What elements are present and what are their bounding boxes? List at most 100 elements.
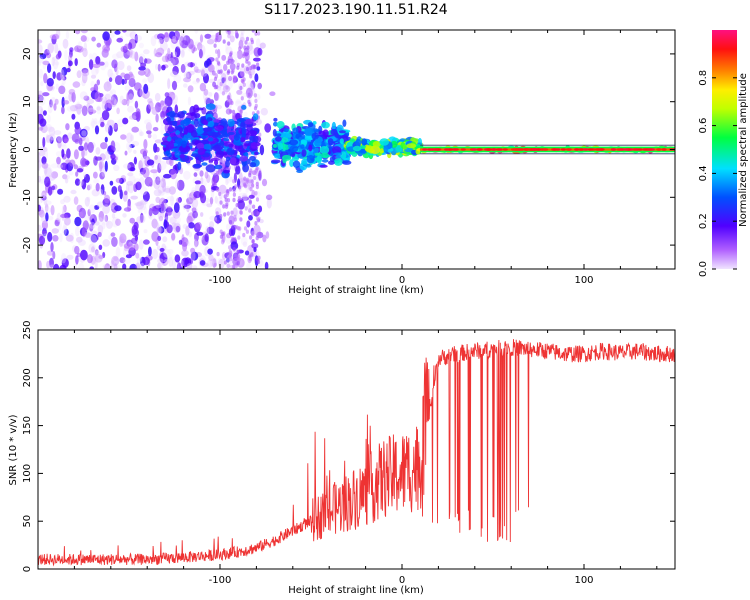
spectrogram-cell	[128, 183, 134, 194]
spectrogram-cell	[126, 142, 131, 150]
spectrogram-cell	[140, 62, 147, 68]
spectrogram-cell	[227, 30, 231, 35]
spectrogram-cell	[225, 159, 230, 168]
spectrogram-cell	[51, 185, 56, 191]
spectrogram-cell	[252, 204, 256, 209]
spectrogram-cell	[235, 203, 239, 208]
spectrogram-cell	[146, 130, 152, 135]
spectrogram-cell	[223, 212, 227, 217]
spectrogram-cell	[239, 36, 245, 43]
spectrogram-cell	[226, 257, 230, 263]
spectrogram-cell	[158, 215, 164, 222]
spectrogram-cell	[107, 68, 113, 78]
spectrogram-cell	[241, 196, 250, 201]
spectrogram-cell	[88, 53, 93, 60]
spectrogram-cell	[165, 53, 170, 63]
spectrogram-cell	[253, 57, 261, 62]
spectrogram-cell	[126, 92, 130, 102]
spectrogram-cell	[81, 67, 89, 74]
spectrogram-cell	[256, 110, 260, 115]
spectrogram-cell	[157, 262, 162, 269]
spectrogram-cell	[64, 216, 71, 226]
spectrogram-cell	[161, 201, 165, 212]
spectrogram-cell	[222, 163, 226, 168]
spectrogram-cell	[232, 79, 236, 84]
spectrogram-cell	[81, 179, 87, 190]
spectrogram-cell	[63, 204, 67, 213]
spectrogram-cell	[188, 195, 193, 203]
spectrogram-cell	[52, 59, 59, 70]
spectrogram-cell	[122, 117, 129, 125]
spectrogram-cell	[61, 66, 68, 76]
spectrogram-cell	[379, 138, 390, 146]
spectrogram-cell	[160, 124, 164, 135]
spectrogram-cell	[214, 159, 219, 166]
spectrogram-cell	[227, 69, 231, 74]
spectrogram-cell	[157, 235, 162, 241]
spectrogram-cell	[176, 197, 181, 204]
spectrogram-cell	[170, 94, 179, 105]
spectrogram-cell	[232, 75, 236, 80]
spectrogram-cell	[60, 253, 67, 264]
spectrogram-cell	[206, 117, 211, 122]
spectrogram-cell	[257, 47, 263, 56]
spectrogram-cell	[247, 61, 251, 66]
spectrogram-cell	[257, 82, 263, 90]
spectrogram-cell	[256, 211, 260, 216]
spectrogram-cell	[204, 33, 212, 39]
spectrogram-cell	[257, 255, 261, 260]
spectrogram-cell	[250, 80, 256, 90]
carrier-peak	[656, 148, 662, 151]
spectrogram-cell	[114, 75, 123, 86]
spectrogram-cell	[171, 80, 178, 91]
spectrogram-cell	[216, 170, 220, 176]
spectrogram-cell	[61, 106, 65, 115]
spectrogram-cell	[88, 183, 93, 190]
spectrogram-cell	[41, 220, 49, 230]
spectrogram-cell	[222, 39, 226, 44]
spectrogram-cell	[54, 219, 60, 227]
spectrogram-cell	[129, 263, 138, 269]
spectrogram-cell	[137, 208, 143, 214]
spectrogram-cell	[243, 45, 247, 50]
spectrogram-cell	[44, 176, 51, 188]
spectrogram-cell	[101, 110, 110, 121]
spectrogram-cell	[292, 160, 301, 168]
spectrogram-cell	[102, 264, 109, 269]
spectrogram-cell	[110, 89, 117, 95]
spectrogram-cell	[38, 39, 43, 44]
spectrogram-cell	[237, 235, 241, 240]
spectrogram-cell	[123, 163, 131, 169]
carrier-peak	[560, 148, 566, 151]
spectrogram-cell	[126, 181, 134, 186]
spectrogram-cell	[161, 64, 166, 71]
spectrogram-cell	[201, 135, 206, 140]
spectrogram-cell	[272, 143, 278, 148]
spectrogram-cell	[183, 71, 192, 79]
spectrogram-cell	[230, 210, 234, 215]
spectrogram-cell	[135, 108, 141, 119]
spectrogram-cell	[38, 159, 43, 169]
spectrogram-cell	[269, 91, 276, 96]
spectrogram-cell	[127, 172, 134, 177]
spectrogram-cell	[190, 153, 201, 158]
spectrogram-cell	[154, 155, 158, 160]
spectrogram-cell	[227, 118, 235, 127]
spectrogram-cell	[161, 177, 166, 182]
y-tick-label: 10	[22, 95, 33, 108]
spectrogram-cell	[219, 200, 223, 205]
spectrogram-cell	[89, 223, 94, 232]
spectrogram-cell	[82, 47, 88, 58]
spectrogram-cell	[126, 65, 132, 72]
spectrogram-cell	[72, 81, 81, 88]
spectrogram-cell	[225, 177, 229, 186]
spectrogram-cell	[194, 180, 202, 185]
spectrogram-cell	[219, 69, 223, 74]
spectrogram-cell	[164, 92, 170, 98]
carrier-peak	[594, 148, 600, 151]
spectrogram-cell	[255, 235, 259, 241]
spectrogram-cell	[186, 201, 190, 213]
spectrogram-cell	[167, 47, 171, 56]
spectrogram-cell	[249, 235, 253, 240]
spectrogram-cell	[143, 49, 150, 55]
